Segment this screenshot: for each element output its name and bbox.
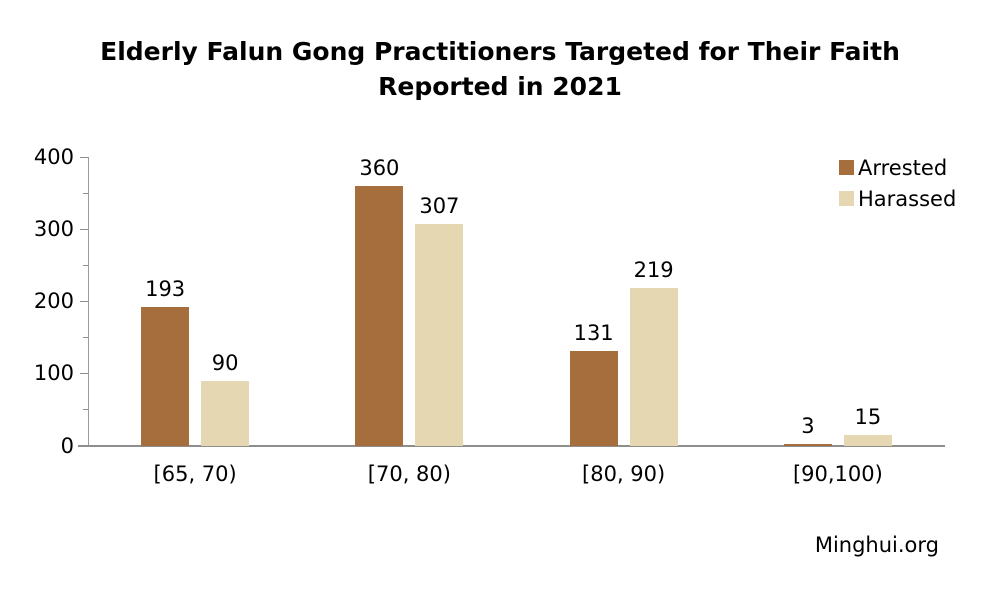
legend-item-harassed: Harassed: [839, 183, 956, 214]
bar-value-label: 15: [854, 405, 882, 430]
legend: Arrested Harassed: [839, 152, 956, 214]
bar-value-label: 131: [573, 321, 614, 346]
legend-label: Harassed: [858, 186, 957, 211]
y-major-tick: [80, 156, 88, 158]
bar-value-label: 360: [359, 155, 400, 180]
x-category-label: [65, 70): [153, 462, 237, 486]
bar-value-label: 193: [145, 276, 186, 301]
y-major-tick: [80, 228, 88, 230]
x-axis-line: [78, 445, 945, 447]
bar-arrested: [355, 185, 404, 446]
legend-label: Arrested: [858, 155, 948, 180]
y-minor-tick: [83, 264, 88, 266]
y-minor-tick: [83, 192, 88, 194]
y-tick-label: 0: [60, 433, 74, 458]
bar-value-label: 219: [633, 257, 674, 282]
y-major-tick: [80, 373, 88, 375]
bar-value-label: 90: [211, 350, 239, 375]
y-tick-label: 300: [33, 216, 74, 241]
x-category-label: [80, 90): [582, 462, 666, 486]
chart-title: Elderly Falun Gong Practitioners Targete…: [100, 37, 900, 101]
y-major-tick: [80, 445, 88, 447]
y-tick-label: 200: [33, 289, 74, 313]
bar-harassed: [629, 287, 678, 446]
y-axis-line: [88, 157, 89, 446]
y-tick-label: 400: [33, 144, 74, 169]
source-label: Minghui.org: [814, 533, 939, 557]
y-tick-label: 100: [33, 361, 74, 386]
bar-value-label: 307: [419, 194, 460, 219]
bar-harassed: [843, 435, 892, 446]
bar-arrested: [141, 306, 190, 446]
bar-arrested: [783, 443, 832, 446]
legend-swatch-arrested: [839, 160, 854, 175]
bar-harassed: [201, 380, 250, 446]
legend-item-arrested: Arrested: [839, 152, 956, 183]
plot-area: 0 100 200 300 400 [65, 70) 193 90 [70, 80) 360 307…: [34, 145, 945, 486]
x-category-label: [90,100): [792, 462, 883, 486]
legend-swatch-harassed: [839, 191, 854, 206]
y-minor-tick: [83, 337, 88, 339]
bar-value-label: 3: [801, 413, 815, 438]
x-category-label: [70, 80): [367, 462, 451, 486]
y-minor-tick: [83, 409, 88, 411]
bar-arrested: [569, 351, 618, 446]
y-major-tick: [80, 301, 88, 302]
bar-harassed: [415, 224, 464, 446]
